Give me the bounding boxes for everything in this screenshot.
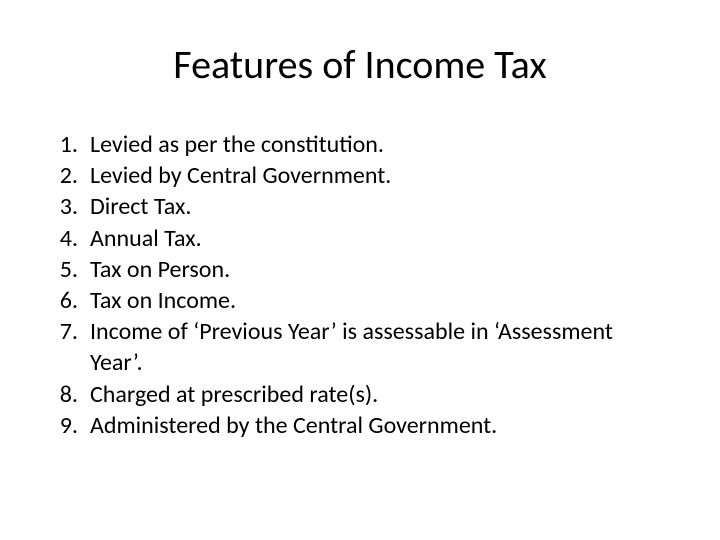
list-number: 3. (50, 191, 90, 222)
list-number: 8. (50, 379, 90, 410)
list-text: Levied as per the constitution. (90, 129, 670, 160)
list-number: 9. (50, 410, 90, 441)
list-item: 1. Levied as per the constitution. (50, 129, 670, 160)
list-text: Charged at prescribed rate(s). (90, 379, 670, 410)
list-number: 4. (50, 223, 90, 254)
list-text: Levied by Central Government. (90, 160, 670, 191)
list-text: Income of ‘Previous Year’ is assessable … (90, 316, 670, 378)
list-number: 5. (50, 254, 90, 285)
list-item: 4. Annual Tax. (50, 223, 670, 254)
list-number: 6. (50, 285, 90, 316)
list-number: 2. (50, 160, 90, 191)
list-item: 8. Charged at prescribed rate(s). (50, 379, 670, 410)
feature-list: 1. Levied as per the constitution. 2. Le… (50, 129, 670, 441)
list-text: Tax on Income. (90, 285, 670, 316)
list-text: Tax on Person. (90, 254, 670, 285)
list-number: 1. (50, 129, 90, 160)
page-title: Features of Income Tax (50, 40, 670, 89)
list-item: 5. Tax on Person. (50, 254, 670, 285)
list-item: 3. Direct Tax. (50, 191, 670, 222)
list-text: Direct Tax. (90, 191, 670, 222)
list-item: 2. Levied by Central Government. (50, 160, 670, 191)
slide-container: Features of Income Tax 1. Levied as per … (0, 0, 720, 540)
list-text: Administered by the Central Government. (90, 410, 670, 441)
list-number: 7. (50, 316, 90, 347)
list-item: 7. Income of ‘Previous Year’ is assessab… (50, 316, 670, 378)
list-item: 9. Administered by the Central Governmen… (50, 410, 670, 441)
list-text: Annual Tax. (90, 223, 670, 254)
list-item: 6. Tax on Income. (50, 285, 670, 316)
